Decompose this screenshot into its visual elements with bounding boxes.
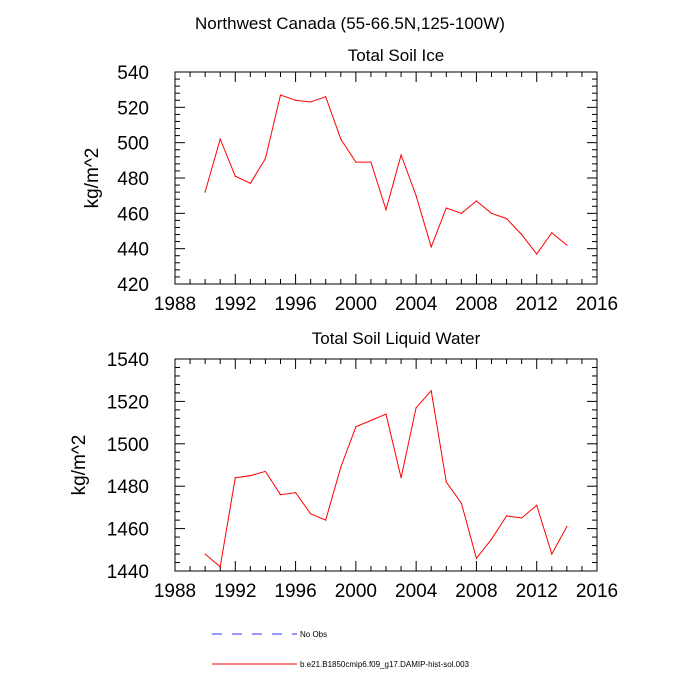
series-line xyxy=(204,389,568,568)
y-axis-label: kg/m^2 xyxy=(82,148,103,209)
data-point xyxy=(264,470,267,472)
data-point xyxy=(430,246,432,248)
x-tick-label: 2012 xyxy=(516,294,558,315)
y-tick-label: 1500 xyxy=(107,435,149,456)
x-tick-label: 1996 xyxy=(274,294,316,315)
y-tick-label: 480 xyxy=(117,169,149,190)
data-point xyxy=(460,502,462,504)
y-tick-label: 1520 xyxy=(107,392,149,413)
data-point xyxy=(310,101,312,103)
data-point xyxy=(521,233,523,236)
data-point xyxy=(445,207,447,209)
data-point xyxy=(415,195,417,197)
data-point xyxy=(430,390,432,392)
data-point xyxy=(445,481,447,483)
data-point xyxy=(340,138,342,140)
x-tick-label: 1996 xyxy=(274,581,316,602)
y-tick-label: 460 xyxy=(117,204,149,225)
y-tick-label: 1440 xyxy=(107,562,149,583)
x-tick-label: 2008 xyxy=(455,294,497,315)
y-tick-label: 540 xyxy=(117,63,149,84)
data-point xyxy=(279,94,282,96)
data-point xyxy=(505,515,508,517)
data-point xyxy=(475,200,478,202)
data-point xyxy=(566,525,568,528)
x-tick-label: 1988 xyxy=(154,294,196,315)
data-point xyxy=(400,477,402,479)
data-point xyxy=(415,407,417,409)
data-point xyxy=(370,161,372,163)
x-tick-label: 2000 xyxy=(335,294,377,315)
data-point xyxy=(340,466,342,468)
x-tick-label: 2000 xyxy=(335,581,377,602)
data-point xyxy=(219,138,221,140)
data-point xyxy=(325,519,327,521)
data-point xyxy=(249,182,251,184)
data-point xyxy=(460,212,462,214)
data-point xyxy=(536,253,538,255)
data-point xyxy=(370,419,372,422)
data-point xyxy=(385,413,387,415)
x-tick-label: 2004 xyxy=(395,581,438,602)
data-point xyxy=(234,175,236,177)
data-point xyxy=(219,566,221,568)
data-point xyxy=(279,494,282,496)
x-tick-label: 2016 xyxy=(576,581,618,602)
data-point xyxy=(234,477,236,479)
data-point xyxy=(204,553,206,555)
data-point xyxy=(294,99,297,101)
data-point xyxy=(566,244,568,246)
data-point xyxy=(475,557,478,559)
panel-total-soil-ice: Total Soil Ice kg/m^2 1988 1992 1996 2000 2004… xyxy=(82,46,618,315)
plot-frame xyxy=(174,358,598,572)
data-point xyxy=(505,218,508,220)
y-tick-label: 520 xyxy=(117,98,149,119)
x-tick-label: 2012 xyxy=(516,581,558,602)
data-point xyxy=(490,212,493,214)
data-point xyxy=(490,538,493,540)
legend: No Obs b.e21.B1850cmip6.f09_g17.DAMIP-hi… xyxy=(212,630,470,669)
figure-title: Northwest Canada (55-66.5N,125-100W) xyxy=(195,14,505,33)
x-tick-label: 2004 xyxy=(395,294,438,315)
x-tick-label: 2008 xyxy=(455,581,497,602)
data-point xyxy=(310,513,312,515)
data-point xyxy=(264,157,267,160)
data-point xyxy=(551,553,553,555)
panel-title: Total Soil Liquid Water xyxy=(312,329,481,348)
y-tick-label: 500 xyxy=(117,134,149,155)
data-point xyxy=(355,426,357,428)
legend-model-label: b.e21.B1850cmip6.f09_g17.DAMIP-hist-sol.… xyxy=(300,660,470,669)
x-tick-label: 1988 xyxy=(154,581,196,602)
panel-title: Total Soil Ice xyxy=(348,46,444,65)
data-point xyxy=(204,191,206,193)
panel-total-soil-liquid-water: Total Soil Liquid Water kg/m^2 1988 1992 199… xyxy=(69,329,618,602)
y-tick-label: 420 xyxy=(117,275,149,296)
y-tick-label: 440 xyxy=(117,240,149,261)
data-point xyxy=(294,491,297,494)
data-point xyxy=(521,517,523,519)
data-point xyxy=(400,154,402,156)
x-tick-label: 1992 xyxy=(214,294,256,315)
legend-no-obs-label: No Obs xyxy=(300,630,327,639)
data-point xyxy=(325,96,327,98)
y-tick-label: 1480 xyxy=(107,477,149,498)
y-axis-label: kg/m^2 xyxy=(69,435,90,496)
y-tick-label: 1460 xyxy=(107,520,149,541)
x-tick-label: 2016 xyxy=(576,294,618,315)
data-point xyxy=(551,232,553,234)
y-tick-label: 1540 xyxy=(107,350,149,371)
data-point xyxy=(355,161,357,163)
data-point xyxy=(249,475,251,477)
data-point xyxy=(536,504,538,506)
x-tick-label: 1992 xyxy=(214,581,256,602)
series-line xyxy=(204,94,568,255)
data-point xyxy=(385,209,387,211)
